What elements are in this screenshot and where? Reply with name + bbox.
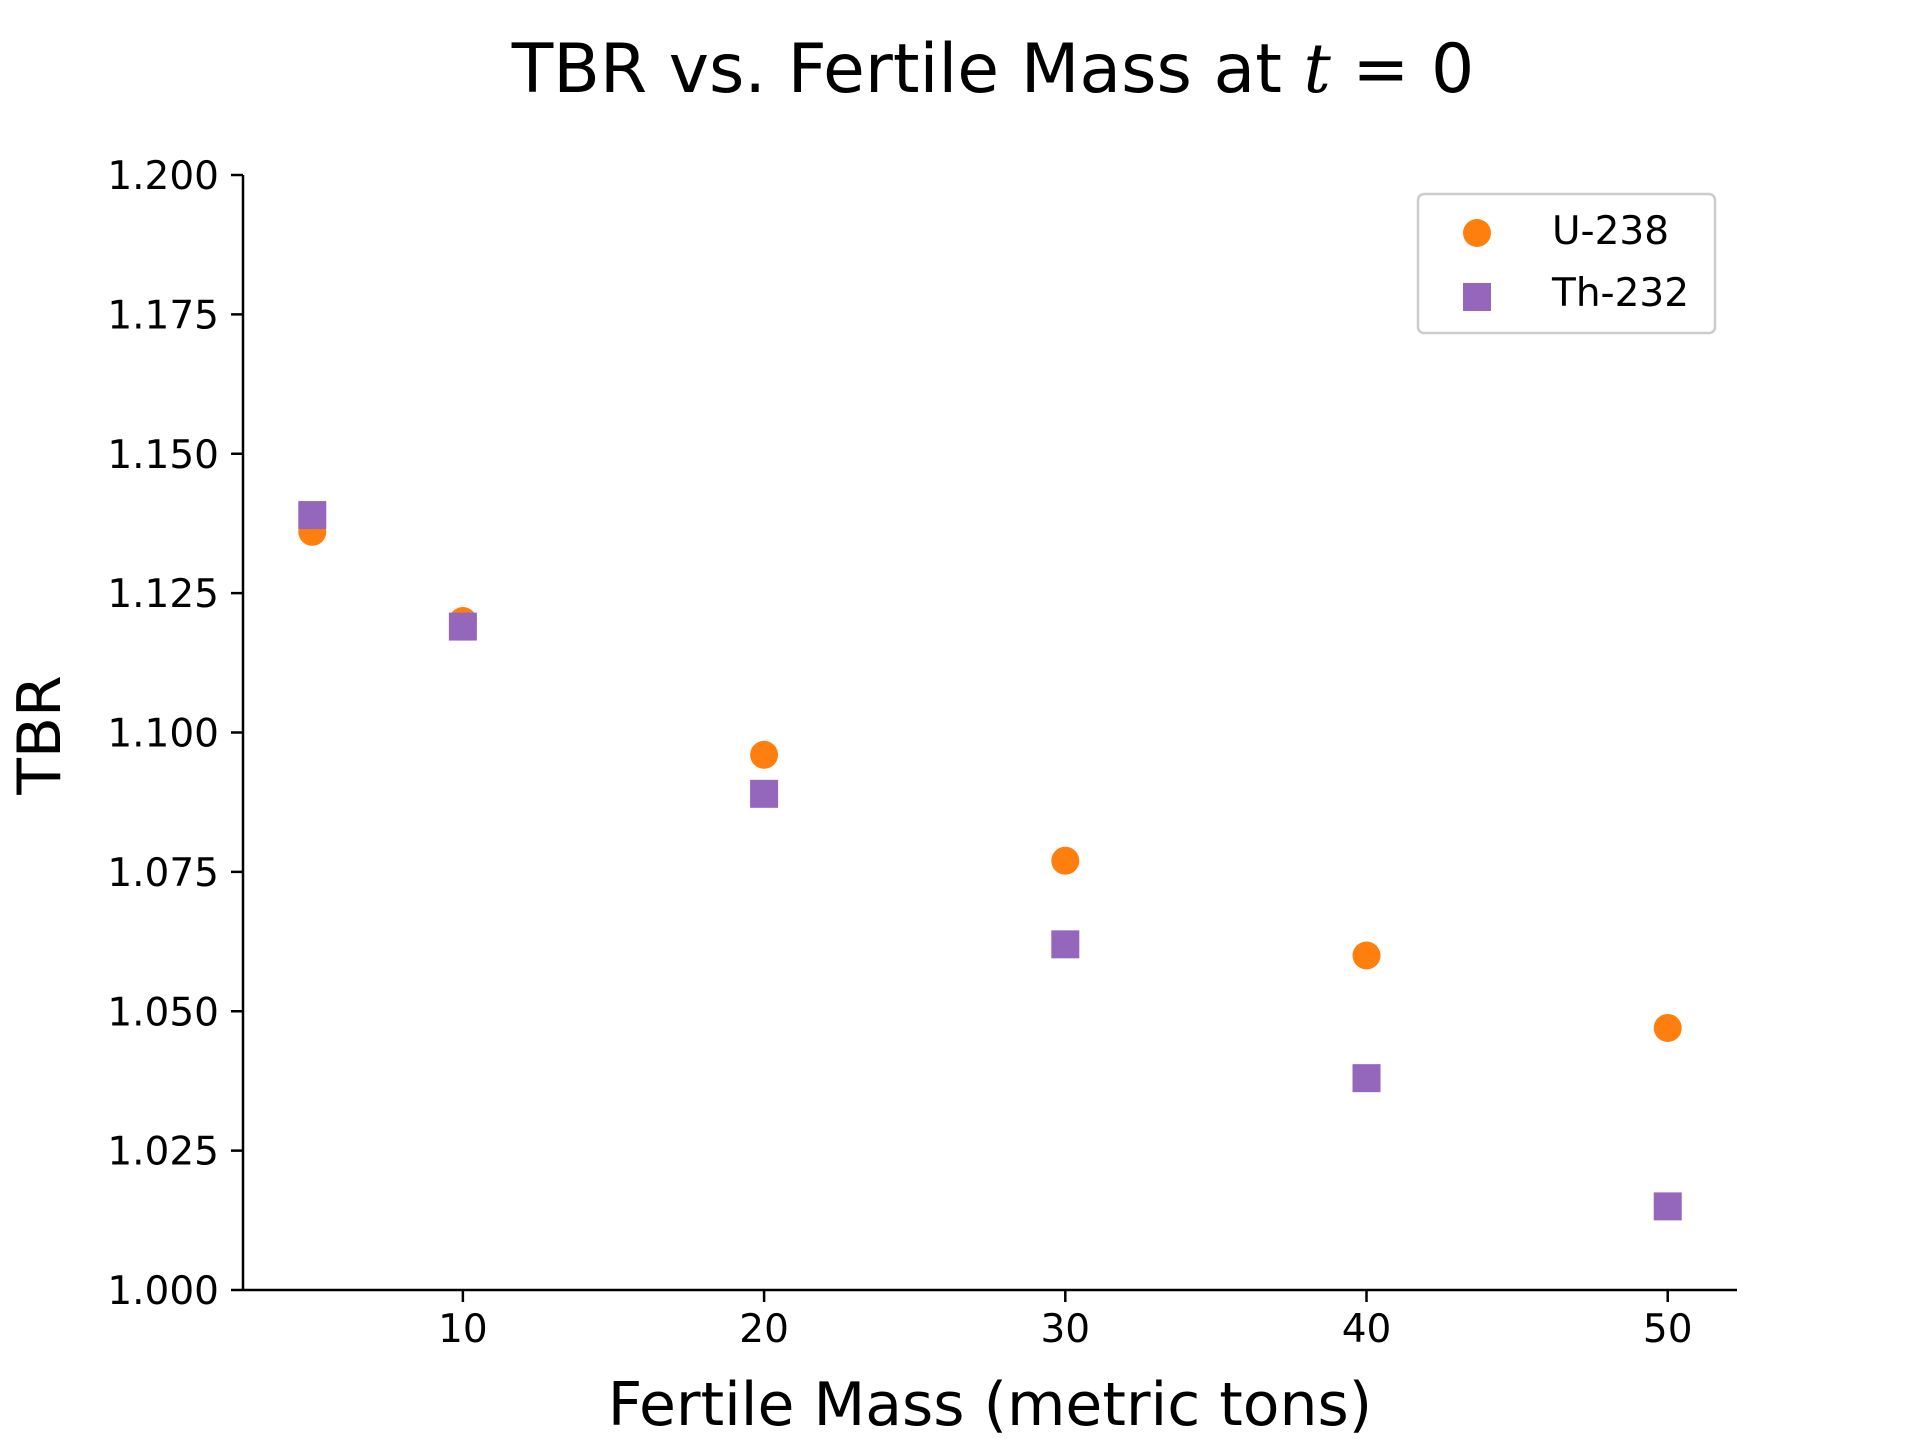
y-tick-label: 1.100 <box>107 712 219 757</box>
x-tick-label: 50 <box>1643 1307 1693 1352</box>
x-axis-ticks: 10 20 30 40 50 <box>438 1290 1693 1352</box>
chart-title: TBR vs. Fertile Mass at t = 0 <box>511 30 1475 109</box>
y-tick-label: 1.075 <box>107 851 219 896</box>
x-axis-label: Fertile Mass (metric tons) <box>608 1370 1372 1440</box>
legend-marker-th232 <box>1463 283 1491 311</box>
data-point-th232 <box>298 501 327 530</box>
data-point-u238 <box>1653 1013 1682 1042</box>
x-tick-label: 20 <box>739 1307 789 1352</box>
legend-marker-u238 <box>1463 219 1491 247</box>
y-axis-ticks: 1.000 1.025 1.050 1.075 1.100 1.125 1.150 1.175… <box>107 154 243 1314</box>
x-tick-label: 40 <box>1342 1307 1392 1352</box>
y-tick-label: 1.150 <box>107 433 219 478</box>
chart-title-prefix: TBR vs. Fertile Mass at <box>511 30 1304 109</box>
data-point-u238 <box>750 740 779 769</box>
x-tick-label: 30 <box>1040 1307 1090 1352</box>
data-point-u238 <box>1352 941 1381 970</box>
legend-label-th232: Th-232 <box>1551 271 1689 316</box>
y-tick-label: 1.200 <box>107 154 219 199</box>
y-tick-label: 1.175 <box>107 293 219 338</box>
y-tick-label: 1.125 <box>107 572 219 617</box>
legend-label-u238: U-238 <box>1552 209 1669 254</box>
data-point-th232 <box>448 612 477 641</box>
chart-title-variable: t <box>1303 30 1331 109</box>
legend: U-238 Th-232 <box>1416 192 1717 335</box>
x-tick-label: 10 <box>438 1307 488 1352</box>
legend-box <box>1416 192 1717 335</box>
data-point-th232 <box>1653 1192 1682 1221</box>
data-point-th232 <box>1352 1064 1381 1093</box>
y-tick-label: 1.000 <box>107 1269 219 1314</box>
data-point-u238 <box>1051 846 1080 875</box>
y-tick-label: 1.050 <box>107 990 219 1035</box>
y-axis-label: TBR <box>5 675 75 796</box>
data-point-th232 <box>1051 930 1080 959</box>
data-points <box>298 501 1682 1221</box>
data-point-th232 <box>750 779 779 808</box>
chart-title-suffix: = 0 <box>1331 30 1474 109</box>
y-tick-label: 1.025 <box>107 1130 219 1175</box>
